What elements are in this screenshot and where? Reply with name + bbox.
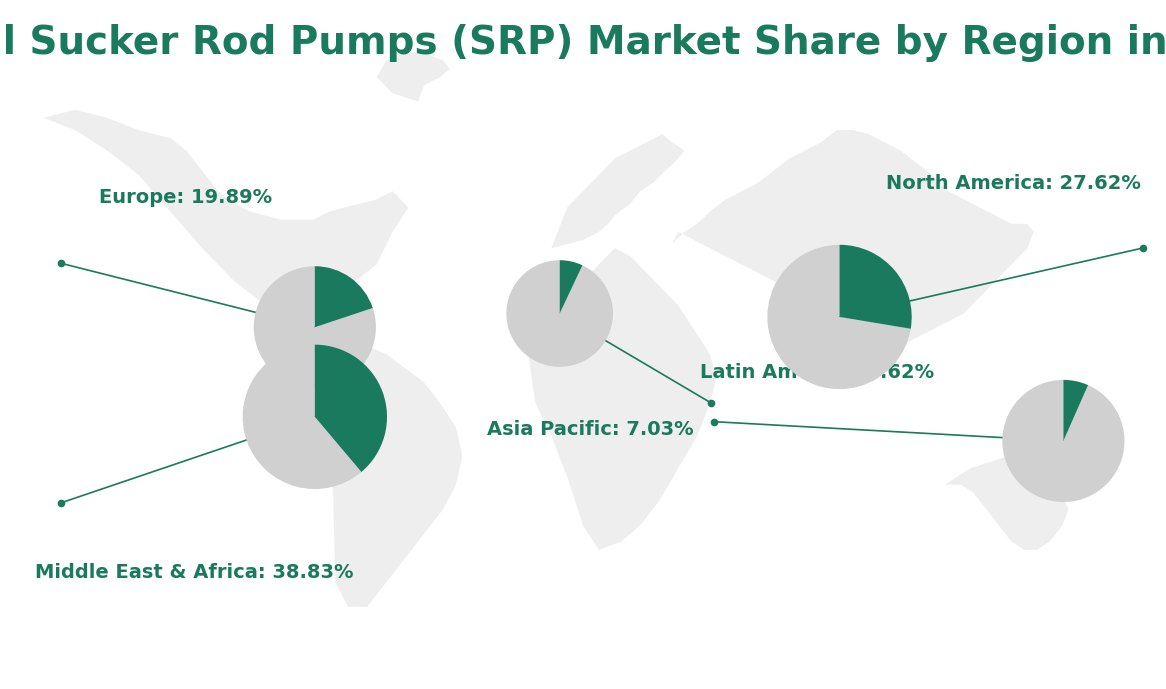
Wedge shape	[243, 344, 361, 489]
Wedge shape	[506, 260, 613, 367]
Text: Asia Pacific: 7.03%: Asia Pacific: 7.03%	[487, 420, 694, 440]
Text: Latin America: 6.62%: Latin America: 6.62%	[700, 363, 934, 382]
Wedge shape	[254, 266, 375, 389]
Text: Middle East & Africa: 38.83%: Middle East & Africa: 38.83%	[35, 563, 353, 582]
Wedge shape	[767, 245, 911, 389]
Wedge shape	[1063, 380, 1088, 441]
Wedge shape	[1003, 380, 1124, 502]
Wedge shape	[315, 344, 387, 472]
Wedge shape	[840, 245, 912, 329]
Text: Europe: 19.89%: Europe: 19.89%	[99, 187, 272, 207]
Text: Global Sucker Rod Pumps (SRP) Market Share by Region in 2024: Global Sucker Rod Pumps (SRP) Market Sha…	[0, 24, 1166, 62]
Wedge shape	[560, 260, 583, 313]
Wedge shape	[315, 266, 373, 327]
Text: North America: 27.62%: North America: 27.62%	[886, 174, 1142, 193]
